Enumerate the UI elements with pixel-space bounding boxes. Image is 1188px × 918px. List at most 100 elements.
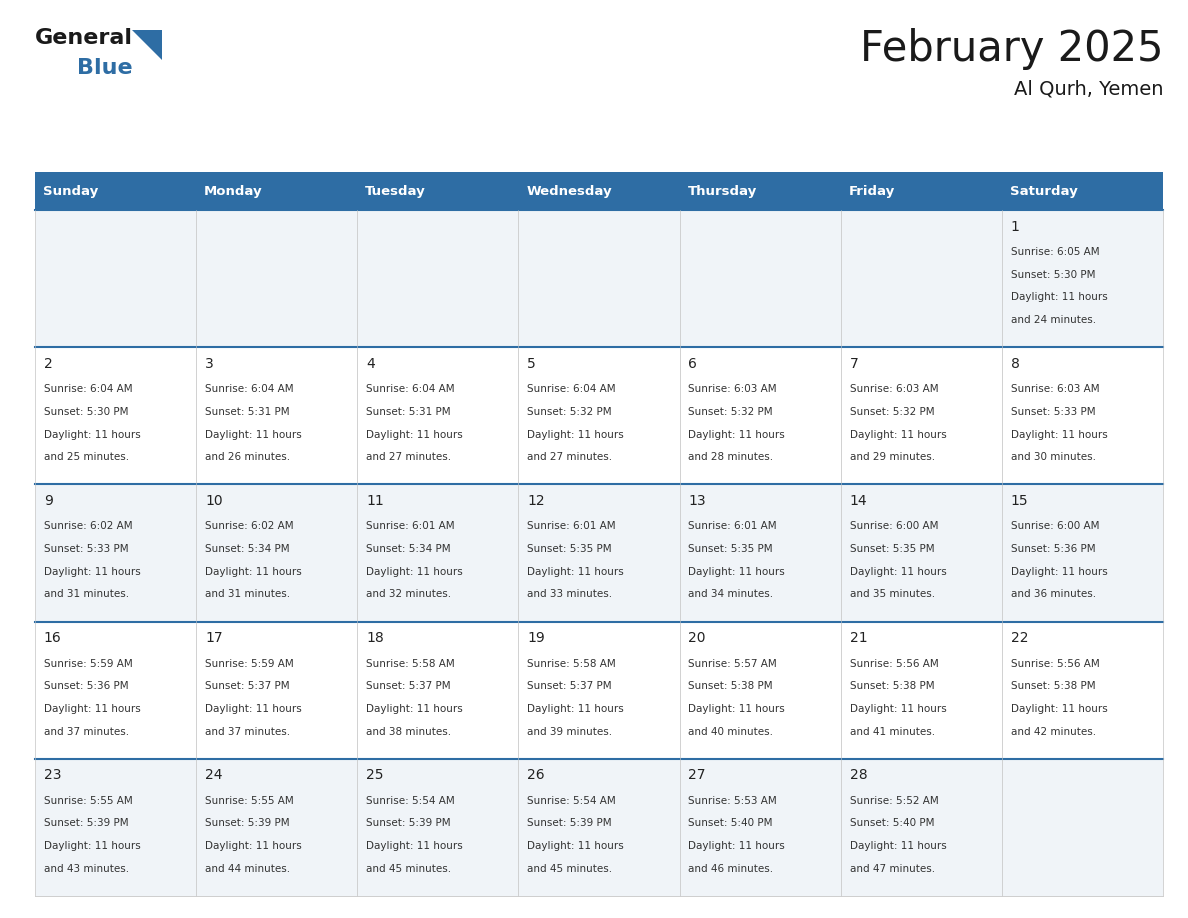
Bar: [34, 210, 196, 347]
Text: and 39 minutes.: and 39 minutes.: [527, 726, 613, 736]
Text: 2: 2: [44, 357, 52, 371]
Text: Sunset: 5:37 PM: Sunset: 5:37 PM: [366, 681, 450, 691]
Text: 13: 13: [688, 494, 706, 508]
Text: Daylight: 11 hours: Daylight: 11 hours: [1011, 566, 1107, 577]
Text: Sunrise: 5:55 AM: Sunrise: 5:55 AM: [44, 796, 133, 806]
Text: Sunrise: 5:59 AM: Sunrise: 5:59 AM: [206, 658, 293, 668]
Text: and 27 minutes.: and 27 minutes.: [527, 453, 613, 462]
Text: Sunset: 5:32 PM: Sunset: 5:32 PM: [527, 407, 612, 417]
Text: 17: 17: [206, 632, 222, 645]
Text: Sunrise: 5:55 AM: Sunrise: 5:55 AM: [206, 796, 293, 806]
Text: Daylight: 11 hours: Daylight: 11 hours: [849, 430, 947, 440]
Text: Daylight: 11 hours: Daylight: 11 hours: [44, 566, 140, 577]
Text: Thursday: Thursday: [688, 185, 757, 197]
Text: and 24 minutes.: and 24 minutes.: [1011, 315, 1095, 325]
Bar: [518, 621, 680, 759]
Text: Sunrise: 6:01 AM: Sunrise: 6:01 AM: [366, 521, 455, 532]
Text: Daylight: 11 hours: Daylight: 11 hours: [527, 430, 624, 440]
Text: Monday: Monday: [204, 185, 263, 197]
Bar: [680, 347, 841, 485]
Text: Sunset: 5:40 PM: Sunset: 5:40 PM: [688, 819, 773, 828]
Text: 10: 10: [206, 494, 222, 508]
Bar: [841, 347, 1001, 485]
Text: Daylight: 11 hours: Daylight: 11 hours: [1011, 430, 1107, 440]
Text: Sunrise: 5:58 AM: Sunrise: 5:58 AM: [527, 658, 617, 668]
Bar: [841, 210, 1001, 347]
Text: Sunrise: 6:03 AM: Sunrise: 6:03 AM: [1011, 385, 1099, 394]
Bar: [1001, 347, 1163, 485]
Text: Sunrise: 5:53 AM: Sunrise: 5:53 AM: [688, 796, 777, 806]
Text: Sunrise: 6:00 AM: Sunrise: 6:00 AM: [1011, 521, 1099, 532]
Text: Wednesday: Wednesday: [526, 185, 612, 197]
Bar: [196, 347, 358, 485]
Text: 6: 6: [688, 357, 697, 371]
Polygon shape: [132, 30, 162, 60]
Text: Sunday: Sunday: [43, 185, 99, 197]
Text: and 47 minutes.: and 47 minutes.: [849, 864, 935, 874]
Text: Sunrise: 6:02 AM: Sunrise: 6:02 AM: [206, 521, 293, 532]
Text: 22: 22: [1011, 632, 1029, 645]
Bar: [680, 172, 841, 210]
Text: Sunrise: 6:01 AM: Sunrise: 6:01 AM: [527, 521, 615, 532]
Bar: [358, 172, 518, 210]
Text: Daylight: 11 hours: Daylight: 11 hours: [527, 566, 624, 577]
Text: Al Qurh, Yemen: Al Qurh, Yemen: [1013, 80, 1163, 99]
Text: and 37 minutes.: and 37 minutes.: [44, 726, 129, 736]
Text: Sunset: 5:39 PM: Sunset: 5:39 PM: [206, 819, 290, 828]
Text: Sunrise: 6:00 AM: Sunrise: 6:00 AM: [849, 521, 939, 532]
Text: 26: 26: [527, 768, 545, 782]
Text: Sunset: 5:37 PM: Sunset: 5:37 PM: [527, 681, 612, 691]
Text: Sunrise: 5:56 AM: Sunrise: 5:56 AM: [1011, 658, 1099, 668]
Text: Daylight: 11 hours: Daylight: 11 hours: [1011, 704, 1107, 714]
Text: 9: 9: [44, 494, 52, 508]
Bar: [34, 759, 196, 896]
Text: 5: 5: [527, 357, 536, 371]
Text: and 29 minutes.: and 29 minutes.: [849, 453, 935, 462]
Text: Sunset: 5:38 PM: Sunset: 5:38 PM: [688, 681, 773, 691]
Text: Sunset: 5:37 PM: Sunset: 5:37 PM: [206, 681, 290, 691]
Text: Sunrise: 5:59 AM: Sunrise: 5:59 AM: [44, 658, 133, 668]
Bar: [1001, 172, 1163, 210]
Text: and 41 minutes.: and 41 minutes.: [849, 726, 935, 736]
Text: Sunset: 5:31 PM: Sunset: 5:31 PM: [366, 407, 450, 417]
Text: and 34 minutes.: and 34 minutes.: [688, 589, 773, 599]
Text: Sunrise: 5:57 AM: Sunrise: 5:57 AM: [688, 658, 777, 668]
Bar: [358, 759, 518, 896]
Text: and 32 minutes.: and 32 minutes.: [366, 589, 451, 599]
Bar: [34, 172, 196, 210]
Text: 19: 19: [527, 632, 545, 645]
Text: 11: 11: [366, 494, 384, 508]
Text: and 31 minutes.: and 31 minutes.: [44, 589, 129, 599]
Bar: [196, 210, 358, 347]
Text: Sunrise: 5:58 AM: Sunrise: 5:58 AM: [366, 658, 455, 668]
Text: Daylight: 11 hours: Daylight: 11 hours: [44, 430, 140, 440]
Bar: [358, 347, 518, 485]
Text: Sunset: 5:36 PM: Sunset: 5:36 PM: [1011, 544, 1095, 554]
Text: General: General: [34, 28, 133, 48]
Text: Sunset: 5:31 PM: Sunset: 5:31 PM: [206, 407, 290, 417]
Text: Sunset: 5:32 PM: Sunset: 5:32 PM: [849, 407, 934, 417]
Text: Daylight: 11 hours: Daylight: 11 hours: [849, 841, 947, 851]
Bar: [680, 759, 841, 896]
Bar: [1001, 485, 1163, 621]
Text: and 45 minutes.: and 45 minutes.: [366, 864, 451, 874]
Text: and 44 minutes.: and 44 minutes.: [206, 864, 290, 874]
Bar: [358, 210, 518, 347]
Text: Sunset: 5:34 PM: Sunset: 5:34 PM: [366, 544, 450, 554]
Text: Sunset: 5:35 PM: Sunset: 5:35 PM: [688, 544, 773, 554]
Bar: [358, 621, 518, 759]
Text: Sunset: 5:33 PM: Sunset: 5:33 PM: [44, 544, 128, 554]
Bar: [34, 347, 196, 485]
Text: and 43 minutes.: and 43 minutes.: [44, 864, 129, 874]
Text: Daylight: 11 hours: Daylight: 11 hours: [44, 841, 140, 851]
Text: Daylight: 11 hours: Daylight: 11 hours: [849, 566, 947, 577]
Text: and 36 minutes.: and 36 minutes.: [1011, 589, 1095, 599]
Bar: [680, 621, 841, 759]
Bar: [34, 621, 196, 759]
Text: Sunrise: 6:03 AM: Sunrise: 6:03 AM: [688, 385, 777, 394]
Text: 21: 21: [849, 632, 867, 645]
Text: 28: 28: [849, 768, 867, 782]
Text: Sunrise: 6:04 AM: Sunrise: 6:04 AM: [44, 385, 133, 394]
Bar: [841, 621, 1001, 759]
Text: and 27 minutes.: and 27 minutes.: [366, 453, 451, 462]
